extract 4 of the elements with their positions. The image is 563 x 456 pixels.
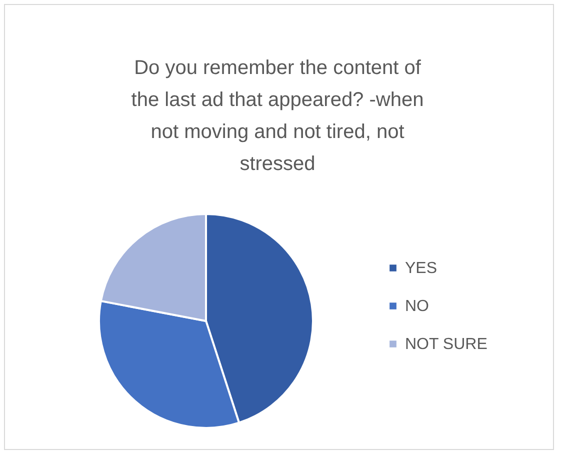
chart-title: Do you remember the content of the last ad that appeared? -when not moving and not tired, not stressed	[131, 57, 424, 175]
legend-label: NOT SURE	[405, 336, 488, 353]
legend-label: YES	[405, 260, 438, 277]
legend-label: NO	[405, 298, 429, 315]
